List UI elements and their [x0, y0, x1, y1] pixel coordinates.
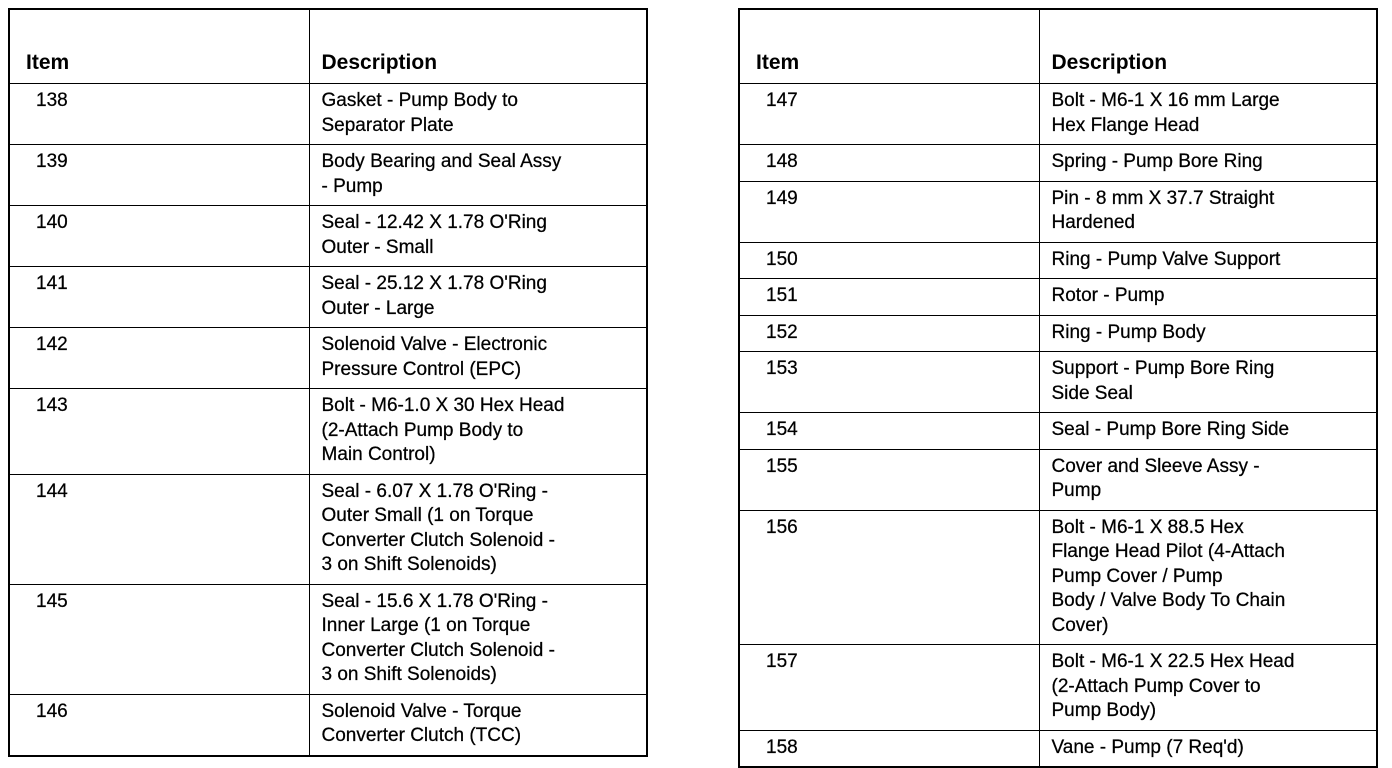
item-description: Seal - 12.42 X 1.78 O'Ring Outer - Small: [308, 205, 648, 267]
table-row: 142 Solenoid Valve - Electronic Pressure …: [8, 327, 648, 389]
header-row: Item Description: [738, 8, 1378, 84]
table-row: 148 Spring - Pump Bore Ring: [738, 144, 1378, 182]
item-header: Item: [738, 8, 1040, 84]
table-row: 144 Seal - 6.07 X 1.78 O'Ring - Outer Sma…: [8, 473, 648, 585]
item-description: Seal - 15.6 X 1.78 O'Ring - Inner Large …: [308, 583, 648, 695]
item-number: 144: [8, 473, 310, 585]
table-row: 147 Bolt - M6-1 X 16 mm Large Hex Flange …: [738, 83, 1378, 145]
table-row: 146 Solenoid Valve - Torque Converter Clu…: [8, 693, 648, 756]
table-row: 140 Seal - 12.42 X 1.78 O'Ring Outer - Sm…: [8, 205, 648, 267]
item-number: 145: [8, 583, 310, 695]
table-row: 154 Seal - Pump Bore Ring Side: [738, 412, 1378, 450]
item-number: 152: [738, 314, 1040, 352]
table-row: 156 Bolt - M6-1 X 88.5 Hex Flange Head Pi…: [738, 509, 1378, 645]
table-row: 151 Rotor - Pump: [738, 278, 1378, 316]
item-description: Gasket - Pump Body to Separator Plate: [308, 83, 648, 145]
header-row: Item Description: [8, 8, 648, 84]
item-number: 151: [738, 278, 1040, 316]
item-description: Bolt - M6-1 X 22.5 Hex Head (2-Attach Pu…: [1038, 644, 1378, 731]
item-number: 141: [8, 266, 310, 328]
item-number: 154: [738, 412, 1040, 450]
item-number: 142: [8, 327, 310, 389]
item-description: Bolt - M6-1 X 88.5 Hex Flange Head Pilot…: [1038, 509, 1378, 645]
item-description: Vane - Pump (7 Req'd): [1038, 729, 1378, 768]
item-number: 156: [738, 509, 1040, 645]
table-row: 141 Seal - 25.12 X 1.78 O'Ring Outer - La…: [8, 266, 648, 328]
item-number: 158: [738, 729, 1040, 768]
item-number: 146: [8, 693, 310, 756]
table-row: 145 Seal - 15.6 X 1.78 O'Ring - Inner Lar…: [8, 583, 648, 695]
item-number: 148: [738, 144, 1040, 182]
item-number: 138: [8, 83, 310, 145]
parts-table-right: Item Description 147 Bolt - M6-1 X 16 mm …: [738, 8, 1378, 768]
table-row: 158 Vane - Pump (7 Req'd): [738, 729, 1378, 768]
item-number: 153: [738, 351, 1040, 413]
item-description: Body Bearing and Seal Assy - Pump: [308, 144, 648, 206]
item-description: Ring - Pump Valve Support: [1038, 241, 1378, 279]
item-description: Support - Pump Bore Ring Side Seal: [1038, 351, 1378, 413]
item-description: Ring - Pump Body: [1038, 314, 1378, 352]
item-header: Item: [8, 8, 310, 84]
item-description: Cover and Sleeve Assy - Pump: [1038, 448, 1378, 511]
item-number: 143: [8, 388, 310, 475]
item-description: Solenoid Valve - Torque Converter Clutch…: [308, 693, 648, 756]
item-description: Rotor - Pump: [1038, 278, 1378, 316]
table-row: 139 Body Bearing and Seal Assy - Pump: [8, 144, 648, 206]
item-description: Seal - 25.12 X 1.78 O'Ring Outer - Large: [308, 266, 648, 328]
table-row: 152 Ring - Pump Body: [738, 314, 1378, 352]
item-number: 150: [738, 241, 1040, 279]
item-description: Bolt - M6-1 X 16 mm Large Hex Flange Hea…: [1038, 83, 1378, 145]
item-description: Solenoid Valve - Electronic Pressure Con…: [308, 327, 648, 389]
description-header: Description: [308, 8, 648, 84]
item-number: 140: [8, 205, 310, 267]
parts-table-left: Item Description 138 Gasket - Pump Body t…: [8, 8, 648, 757]
table-row: 138 Gasket - Pump Body to Separator Plate: [8, 83, 648, 145]
table-row: 149 Pin - 8 mm X 37.7 Straight Hardened: [738, 180, 1378, 243]
item-number: 149: [738, 180, 1040, 243]
item-number: 147: [738, 83, 1040, 145]
table-row: 155 Cover and Sleeve Assy - Pump: [738, 448, 1378, 511]
table-row: 150 Ring - Pump Valve Support: [738, 241, 1378, 279]
item-description: Bolt - M6-1.0 X 30 Hex Head (2-Attach Pu…: [308, 388, 648, 475]
description-header: Description: [1038, 8, 1378, 84]
table-row: 157 Bolt - M6-1 X 22.5 Hex Head (2-Attach…: [738, 644, 1378, 731]
item-description: Spring - Pump Bore Ring: [1038, 144, 1378, 182]
item-description: Seal - Pump Bore Ring Side: [1038, 412, 1378, 450]
table-row: 143 Bolt - M6-1.0 X 30 Hex Head (2-Attach…: [8, 388, 648, 475]
item-number: 155: [738, 448, 1040, 511]
item-number: 139: [8, 144, 310, 206]
item-description: Seal - 6.07 X 1.78 O'Ring - Outer Small …: [308, 473, 648, 585]
item-number: 157: [738, 644, 1040, 731]
table-row: 153 Support - Pump Bore Ring Side Seal: [738, 351, 1378, 413]
item-description: Pin - 8 mm X 37.7 Straight Hardened: [1038, 180, 1378, 243]
